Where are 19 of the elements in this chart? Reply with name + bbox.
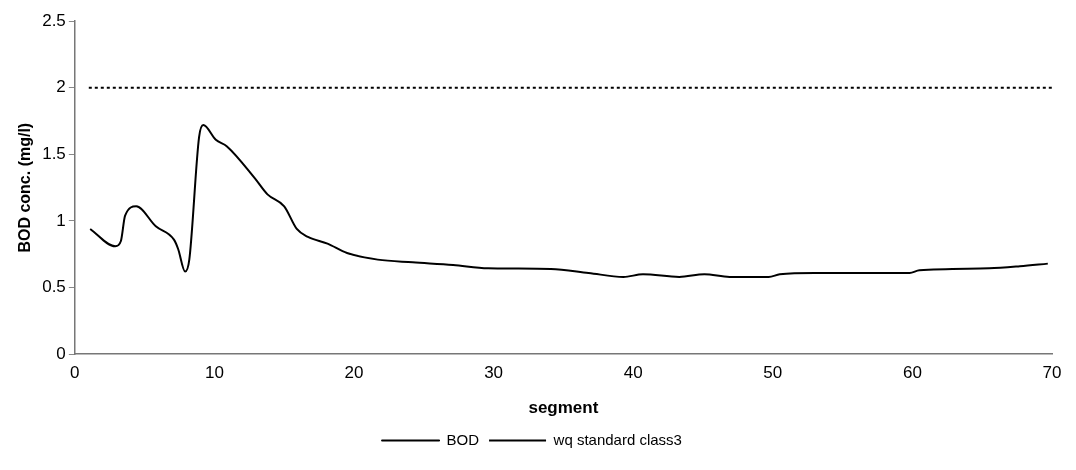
y-tick-label: 0.5 [42, 277, 66, 297]
y-tick-label: 2.5 [42, 10, 66, 30]
x-tick-label: 50 [763, 363, 783, 383]
y-tick-label: 0 [56, 343, 66, 363]
x-tick-label: 10 [204, 363, 224, 383]
x-tick-label: 70 [1042, 363, 1062, 383]
x-tick-label: 20 [344, 363, 364, 383]
x-tick-label: 0 [70, 363, 80, 383]
y-tick-label: 2 [56, 77, 66, 97]
legend-label: BOD [446, 430, 480, 448]
x-tick-label: 60 [902, 363, 922, 383]
y-tick-label: 1 [56, 210, 66, 230]
y-tick-label: 1.5 [42, 144, 66, 164]
legend-label: wq standard class3 [552, 430, 682, 448]
x-axis-title: segment [528, 398, 599, 418]
x-tick-label: 40 [623, 363, 643, 383]
line-series [89, 124, 1049, 278]
x-tick-label: 30 [484, 363, 504, 383]
y-axis-title: BOD conc. (mg/l) [16, 122, 34, 253]
